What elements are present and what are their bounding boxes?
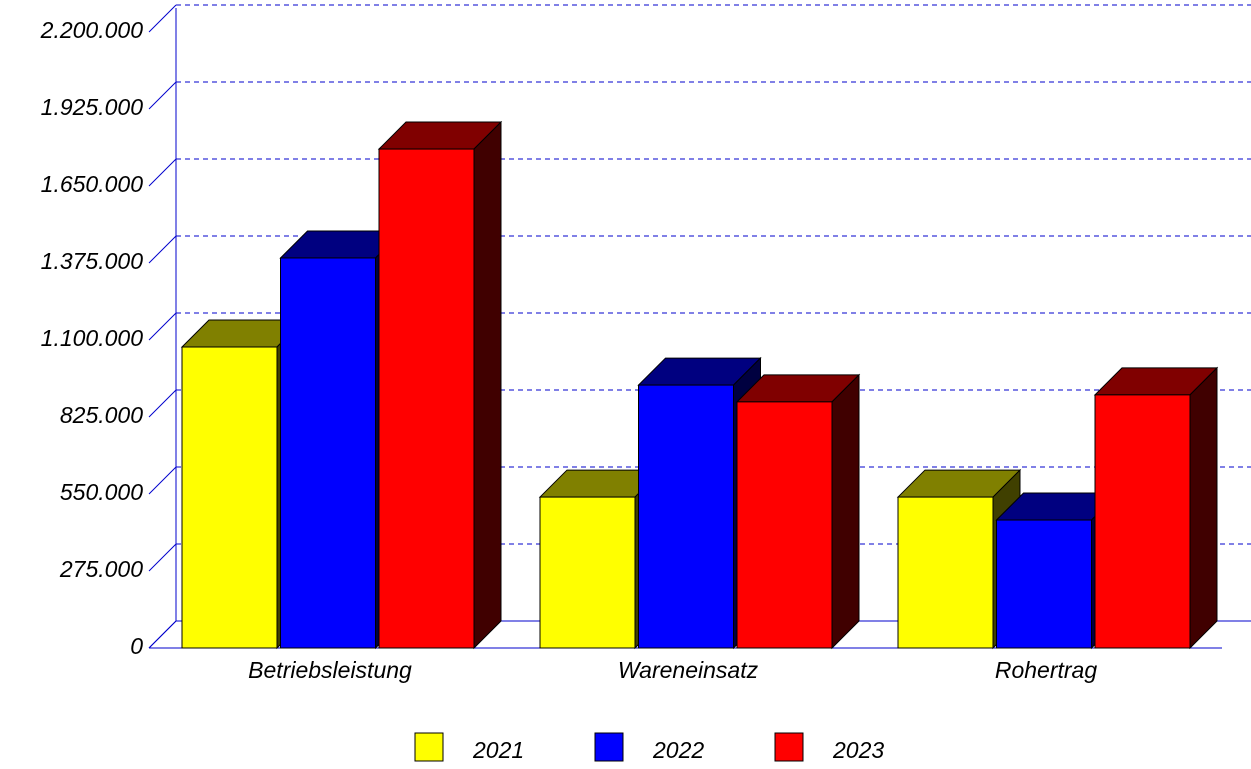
legend-swatch [594,732,624,762]
tick-mark [148,4,177,33]
x-tick-label: Betriebsleistung [248,657,412,683]
y-tick-label: 1.100.000 [41,325,144,351]
bar-face [1094,394,1191,649]
tick-mark [148,312,177,341]
bar [377,120,503,650]
bar-face [378,148,475,649]
y-tick-label: 550.000 [60,479,143,505]
bar-face [897,496,994,649]
tick-mark [148,620,177,649]
x-tick-label: Rohertrag [995,657,1097,683]
legend-label: 2022 [652,737,704,763]
y-tick-label: 0 [130,633,143,659]
y-tick-label: 825.000 [60,402,143,428]
y-tick-label: 2.200.000 [40,17,144,43]
tick-mark [148,389,177,418]
bar-face [539,496,636,649]
bar [1093,366,1219,650]
legend-swatch [414,732,444,762]
bar-face [473,120,502,650]
y-tick-label: 1.375.000 [41,248,144,274]
bar-face [638,384,734,649]
tick-mark [148,81,177,110]
y-tick-label: 1.925.000 [41,94,144,120]
tick-mark [148,466,177,495]
x-tick-label: Wareneinsatz [618,657,759,683]
bar-face [831,373,860,650]
y-tick-label: 275.000 [59,556,143,582]
legend-label: 2021 [472,737,524,763]
tick-mark [148,235,177,264]
bar-face [181,346,278,649]
legend-swatch [774,732,804,762]
tick-mark [148,543,177,572]
legend-label: 2023 [832,737,884,763]
bar [735,373,861,650]
bar-face [1189,366,1218,650]
bar-face [280,257,376,649]
tick-mark [148,158,177,187]
bar-face [996,519,1092,649]
bar-face [736,401,833,649]
y-tick-label: 1.650.000 [41,171,144,197]
